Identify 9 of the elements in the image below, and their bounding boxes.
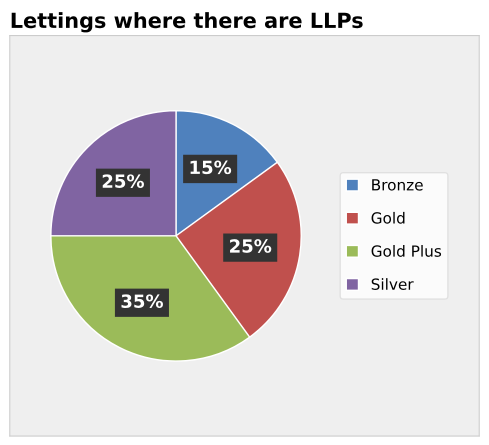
legend-label: Gold bbox=[372, 212, 404, 224]
data-label: 25% bbox=[102, 174, 144, 188]
legend-label: Bronze bbox=[372, 179, 423, 191]
legend-label: Silver bbox=[372, 278, 414, 290]
legend-label: Gold Plus bbox=[372, 245, 442, 257]
chart-title: Lettings where there are LLPs bbox=[12, 12, 363, 32]
data-label: 25% bbox=[230, 239, 272, 253]
data-label: 15% bbox=[190, 160, 232, 174]
data-label: 35% bbox=[122, 294, 163, 308]
